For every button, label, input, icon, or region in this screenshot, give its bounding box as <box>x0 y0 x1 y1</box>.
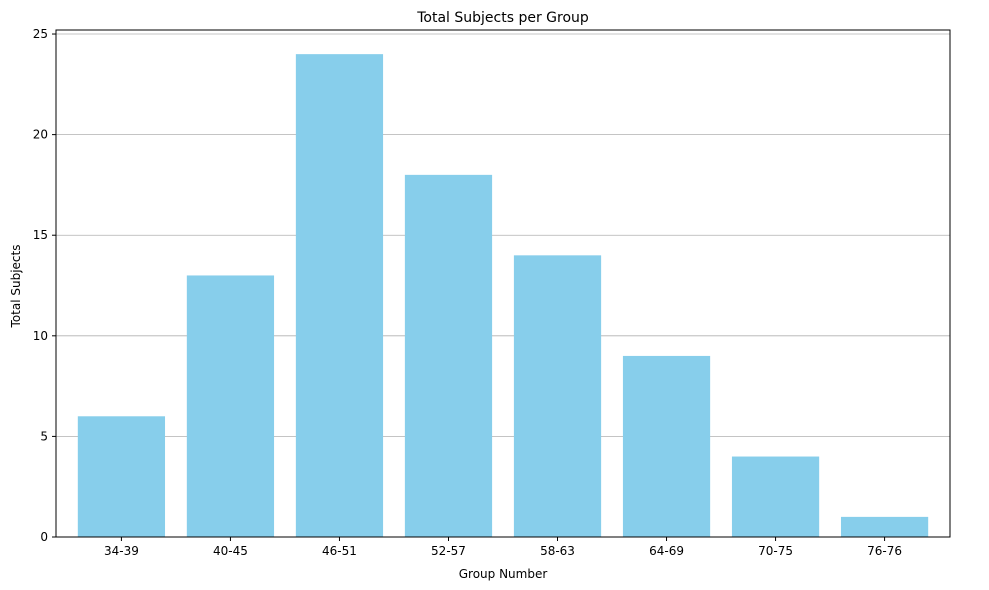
axes <box>55 29 951 538</box>
x-axis-label: Group Number <box>459 567 548 581</box>
x-tick-label: 58-63 <box>540 544 575 558</box>
bar <box>295 54 384 538</box>
y-ticks: 0 5 10 15 20 25 <box>33 27 56 544</box>
y-tick-label: 10 <box>33 329 48 343</box>
bar <box>404 174 493 537</box>
bar <box>622 355 711 537</box>
x-tick-label: 76-76 <box>867 544 902 558</box>
x-tick-label: 34-39 <box>104 544 139 558</box>
chart-title: Total Subjects per Group <box>416 10 589 26</box>
bars <box>77 54 929 538</box>
y-tick-label: 0 <box>40 530 48 544</box>
bar <box>840 516 929 537</box>
plot-frame <box>55 29 951 538</box>
y-tick-label: 5 <box>40 429 48 443</box>
x-tick-label: 70-75 <box>758 544 793 558</box>
bar <box>77 416 166 537</box>
y-axis-label: Total Subjects <box>9 245 23 329</box>
bar <box>731 456 820 537</box>
y-tick-label: 15 <box>33 228 48 242</box>
x-tick-label: 46-51 <box>322 544 357 558</box>
bar <box>513 255 602 538</box>
y-tick-label: 20 <box>33 128 48 142</box>
x-tick-label: 52-57 <box>431 544 466 558</box>
bar <box>186 275 275 537</box>
x-ticks: 34-39 40-45 46-51 52-57 58-63 64-69 70-75 76-76 <box>104 537 902 558</box>
y-tick-label: 25 <box>33 27 48 41</box>
x-tick-label: 40-45 <box>213 544 248 558</box>
x-tick-label: 64-69 <box>649 544 684 558</box>
